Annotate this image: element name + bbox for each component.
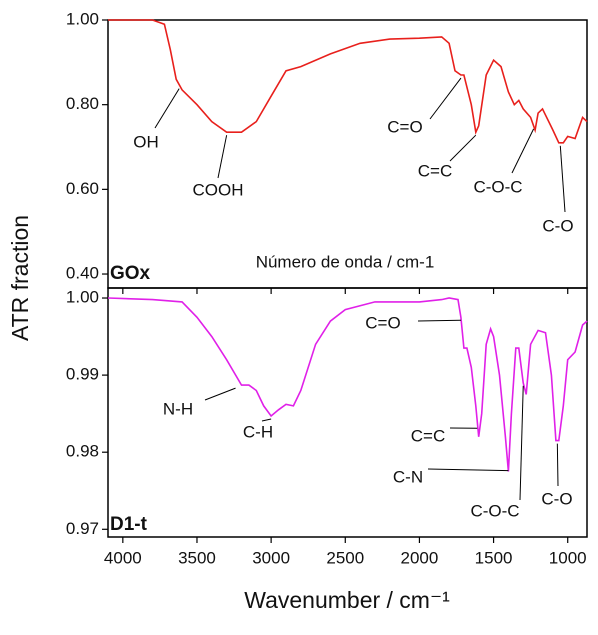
annotation-label: C-H xyxy=(243,422,273,441)
annotation-label: COOH xyxy=(193,180,244,199)
annotation-label: C-N xyxy=(393,467,423,486)
plot-frame xyxy=(107,19,588,289)
annotation-label: C=C xyxy=(418,161,452,180)
y-axis-label: ATR fraction xyxy=(7,215,33,341)
y-tick-label: 0.99 xyxy=(66,365,99,384)
annotation-leader xyxy=(427,468,509,472)
x-tick-label: 4000 xyxy=(104,548,142,567)
x-tick-label: 1500 xyxy=(475,548,513,567)
annotation-label: C=C xyxy=(411,426,445,445)
annotation-leader xyxy=(449,134,477,162)
panel-note: Número de onda / cm-1 xyxy=(256,252,435,271)
x-tick-label: 1000 xyxy=(549,548,587,567)
annotation-label: C-O-C xyxy=(473,177,522,196)
annotation-leader xyxy=(154,88,180,129)
annotation-label: C=O xyxy=(387,117,422,136)
panel-label: GOx xyxy=(110,263,151,284)
x-tick-label: 2500 xyxy=(326,548,364,567)
annotation-leader xyxy=(261,418,272,422)
y-tick-label: 0.60 xyxy=(66,179,99,198)
y-tick-label: 1.00 xyxy=(66,9,99,28)
x-tick-label: 3500 xyxy=(178,548,216,567)
annotation-label: C=O xyxy=(365,313,400,332)
plot-frame xyxy=(107,287,588,538)
annotation-leader xyxy=(217,135,228,179)
annotation-leader xyxy=(519,385,524,501)
x-tick-label: 3000 xyxy=(252,548,290,567)
annotation-label: N-H xyxy=(163,399,193,418)
x-axis-label: Wavenumber / cm⁻¹ xyxy=(244,587,450,613)
annotation-leader xyxy=(559,145,566,213)
y-tick-label: 0.40 xyxy=(66,264,99,283)
annotation-label: C-O xyxy=(541,489,572,508)
y-tick-label: 1.00 xyxy=(66,288,99,307)
y-tick-label: 0.98 xyxy=(66,442,99,461)
spectrum-line xyxy=(107,297,588,472)
x-tick-label: 2000 xyxy=(401,548,439,567)
y-tick-label: 0.97 xyxy=(66,519,99,538)
annotation-leader xyxy=(511,128,535,174)
annotation-label: C-O xyxy=(542,216,573,235)
annotation-leader xyxy=(429,77,462,120)
annotation-label: OH xyxy=(133,132,159,151)
annotation-label: C-O-C xyxy=(470,501,519,520)
annotation-leader xyxy=(556,443,559,487)
annotation-leader xyxy=(204,387,236,401)
annotation-leader xyxy=(417,319,461,322)
spectrum-line xyxy=(108,19,588,144)
y-tick-label: 0.80 xyxy=(66,94,99,113)
panel-label: D1-t xyxy=(110,514,148,535)
